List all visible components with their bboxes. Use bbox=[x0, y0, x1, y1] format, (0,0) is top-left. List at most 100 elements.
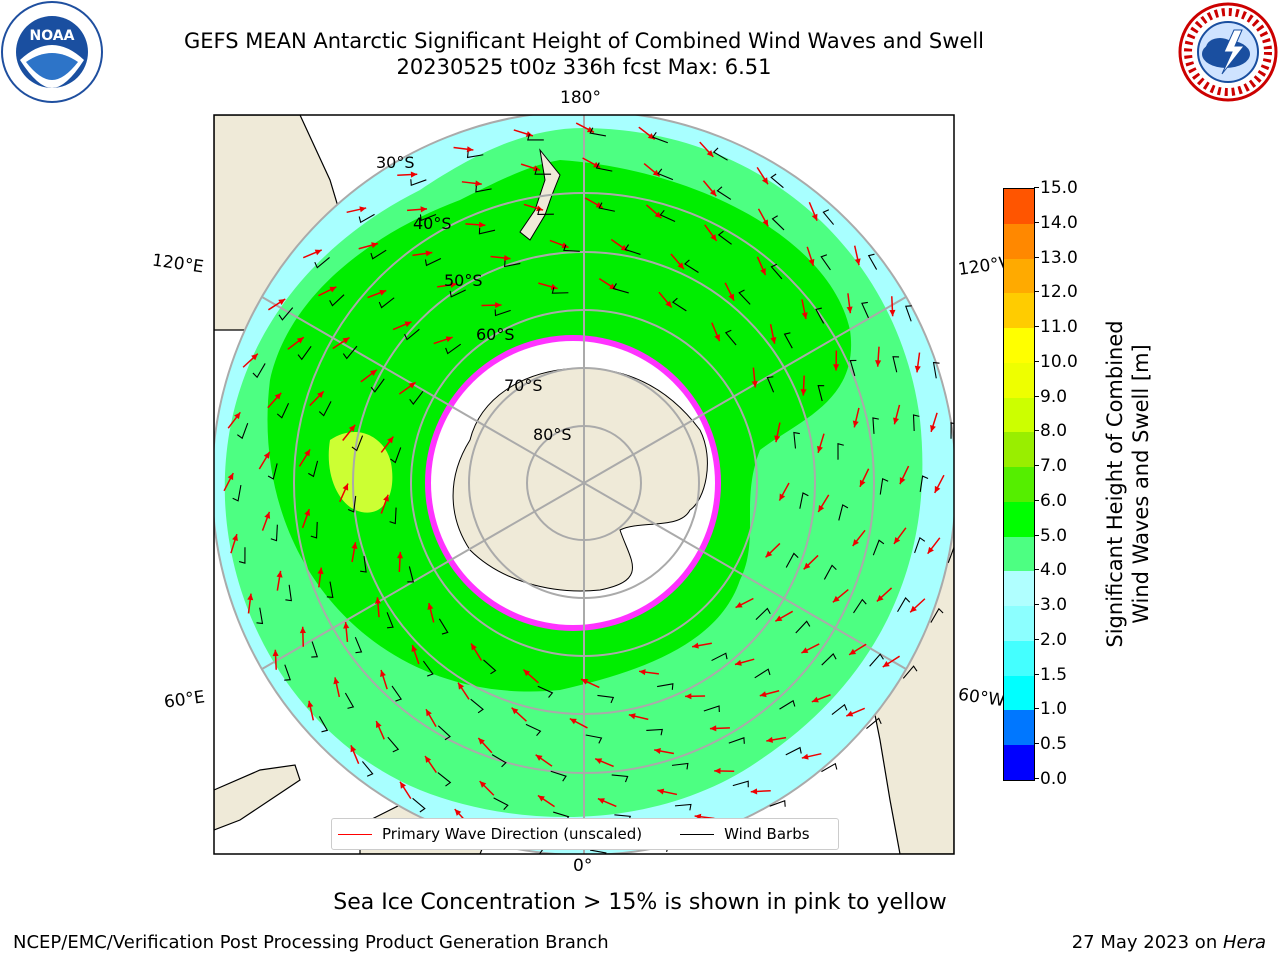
wind-barb bbox=[671, 762, 689, 770]
wave-direction-arrowhead bbox=[296, 337, 304, 344]
wave-direction-arrowhead bbox=[351, 542, 358, 550]
wave-direction-arrowhead bbox=[854, 258, 861, 266]
wind-barb bbox=[684, 259, 699, 273]
wave-direction-arrowhead bbox=[934, 485, 941, 493]
wind-barb bbox=[537, 208, 554, 215]
wind-barb bbox=[770, 173, 784, 189]
wind-barb bbox=[657, 683, 674, 690]
wind-barb bbox=[897, 597, 911, 613]
wind-barb bbox=[651, 132, 668, 144]
wind-barb bbox=[671, 297, 687, 312]
wind-barb bbox=[912, 414, 920, 431]
wind-barb bbox=[389, 507, 397, 525]
wave-direction-arrowhead bbox=[383, 494, 389, 502]
wind-barb bbox=[318, 401, 332, 417]
colorbar-label: Significant Height of Combined Wind Wave… bbox=[1102, 284, 1154, 684]
wave-direction-arrowhead bbox=[263, 451, 270, 459]
sea-ice-note: Sea Ice Concentration > 15% is shown in … bbox=[333, 890, 947, 915]
wave-direction-arrowhead bbox=[333, 677, 340, 685]
wave-direction-arrowhead bbox=[706, 150, 714, 157]
wind-barb bbox=[711, 652, 728, 662]
wind-barb bbox=[728, 737, 745, 744]
wave-direction-arrowhead bbox=[833, 364, 840, 371]
wind-barb bbox=[817, 384, 825, 402]
colorbar-segment bbox=[1004, 640, 1034, 676]
wave-direction-arrowhead bbox=[317, 391, 324, 398]
wave-direction-arrowhead bbox=[410, 171, 418, 178]
wave-direction-arrowhead bbox=[597, 798, 605, 804]
colorbar-tick-label: 14.0 bbox=[1034, 212, 1078, 233]
wind-barb bbox=[386, 612, 394, 629]
wave-direction-arrowhead bbox=[761, 177, 768, 185]
legend-black-line-icon bbox=[680, 833, 715, 835]
wave-direction-arrowhead bbox=[801, 647, 809, 653]
wave-direction-arrowhead bbox=[586, 126, 594, 133]
wind-barb bbox=[919, 475, 929, 493]
wind-barb bbox=[703, 705, 720, 713]
wind-barb bbox=[589, 127, 607, 137]
wind-barb bbox=[795, 620, 811, 634]
colorbar-segment bbox=[1004, 571, 1034, 607]
wave-direction-arrowhead bbox=[227, 473, 234, 481]
wind-barb bbox=[717, 230, 732, 245]
chart-subtitle: 20230525 t00z 336h fcst Max: 6.51 bbox=[396, 55, 772, 79]
colorbar-tick-label: 12.0 bbox=[1034, 282, 1078, 303]
wave-direction-arrowhead bbox=[533, 165, 541, 172]
wind-barb bbox=[914, 536, 926, 554]
wind-barb bbox=[311, 641, 319, 658]
wave-direction-arrowhead bbox=[535, 754, 543, 761]
wind-barb bbox=[930, 607, 944, 623]
wave-direction-arrowhead bbox=[478, 221, 486, 228]
wave-direction-arrowhead bbox=[299, 626, 306, 634]
wind-barb bbox=[445, 343, 462, 355]
colorbar-tick-label: 1.5 bbox=[1033, 664, 1068, 685]
wave-direction-arrowhead bbox=[849, 648, 857, 655]
wind-barb bbox=[310, 521, 318, 539]
wave-direction-arrowhead bbox=[801, 312, 808, 320]
wind-barb bbox=[611, 774, 629, 783]
wind-barb bbox=[838, 504, 849, 521]
colorbar-segment bbox=[1004, 467, 1034, 502]
wave-direction-arrowhead bbox=[910, 605, 917, 613]
wave-direction-arrowhead bbox=[765, 550, 773, 558]
wave-direction-arrowhead bbox=[882, 660, 890, 667]
colorbar-segment bbox=[1004, 675, 1034, 711]
wave-direction-arrowhead bbox=[779, 493, 786, 501]
wind-barb bbox=[449, 289, 466, 298]
wave-direction-arrowhead bbox=[846, 710, 854, 717]
legend-item-wave-direction: Primary Wave Direction (unscaled) bbox=[332, 825, 642, 843]
colorbar-segment bbox=[1004, 328, 1034, 363]
wind-barb bbox=[822, 209, 835, 225]
wind-barb bbox=[378, 297, 395, 309]
wave-direction-arrowhead bbox=[652, 169, 660, 177]
footer-host: Hera bbox=[1222, 932, 1266, 953]
wind-barb bbox=[550, 770, 567, 782]
colorbar-tick-label: 4.0 bbox=[1033, 560, 1068, 581]
wind-barb bbox=[329, 294, 345, 307]
wave-direction-arrowhead bbox=[889, 309, 896, 317]
wind-barb bbox=[314, 256, 330, 269]
colorbar bbox=[1003, 188, 1035, 781]
wind-barb bbox=[527, 133, 544, 141]
colorbar-tick-label: 13.0 bbox=[1034, 247, 1078, 268]
wind-barb bbox=[347, 495, 357, 513]
wave-direction-arrowhead bbox=[692, 642, 699, 649]
wave-direction-arrowhead bbox=[811, 213, 818, 221]
wave-direction-arrowhead bbox=[801, 753, 809, 760]
wave-direction-arrowhead bbox=[657, 788, 665, 795]
wave-direction-arrowhead bbox=[387, 436, 394, 444]
wave-direction-arrowhead bbox=[639, 669, 646, 676]
wind-barb bbox=[646, 728, 663, 736]
wave-direction-arrowhead bbox=[811, 696, 819, 703]
wave-direction-arrowhead bbox=[775, 615, 783, 622]
wave-direction-arrowhead bbox=[677, 262, 684, 270]
wind-barb bbox=[494, 309, 511, 317]
colorbar-segment bbox=[1004, 258, 1034, 294]
wave-direction-arrowhead bbox=[709, 189, 717, 197]
legend-label: Wind Barbs bbox=[724, 825, 810, 843]
footer-date: 27 May 2023 on Hera bbox=[1072, 932, 1266, 953]
colorbar-segment bbox=[1004, 293, 1034, 329]
wave-direction-arrowhead bbox=[251, 353, 258, 361]
wind-barb bbox=[407, 566, 415, 583]
